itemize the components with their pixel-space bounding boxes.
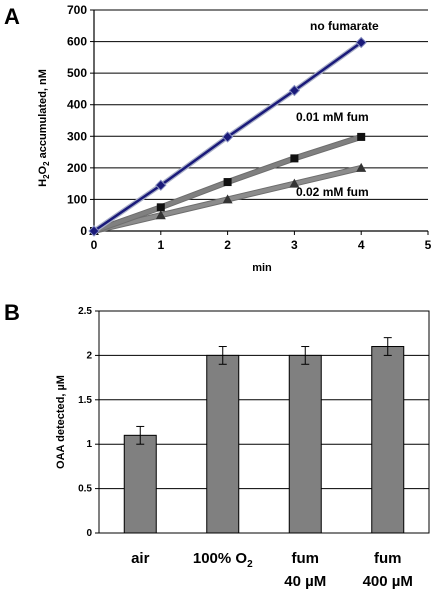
category-label: 100% O2	[193, 550, 253, 570]
data-point-diamond	[288, 84, 301, 97]
panel-b-category-labels: air 100% O2 fum 40 µM fum 400 µM	[131, 550, 413, 590]
series-label-0-02-mm-fum: 0.02 mM fum	[296, 185, 369, 199]
data-point-square	[223, 178, 232, 187]
series-label-no-fumarate: no fumarate	[310, 19, 379, 33]
x-tick-label: 1	[157, 238, 164, 252]
x-tick-label: 0	[91, 238, 98, 252]
category-label: air	[131, 550, 150, 567]
data-point-diamond	[221, 131, 234, 143]
data-point-square	[290, 154, 299, 163]
panel-a-letter: A	[4, 4, 20, 29]
bar	[206, 354, 240, 534]
data-point-triangle	[356, 162, 367, 172]
y-tick-label: 1	[86, 439, 92, 450]
y-tick-label: 100	[67, 192, 87, 206]
panel-a-line-chart: A 0 100 200 300 400 500 600 700 0 1 2 3 4 5 min H2O2…	[4, 3, 432, 274]
x-tick-label: 4	[358, 238, 365, 252]
data-point-triangle	[155, 210, 166, 220]
data-point-diamond	[355, 36, 367, 49]
data-point-square	[357, 132, 366, 141]
panel-b-y-ticks: 0 0.5 1 1.5 2 2.5	[78, 306, 99, 539]
panel-b-letter: B	[4, 300, 20, 325]
category-label: fum	[374, 550, 402, 567]
panel-b-bars	[123, 337, 405, 534]
panel-b-y-axis-title: OAA detected, µM	[55, 375, 67, 469]
x-tick-label: 2	[224, 238, 231, 252]
data-point-triangle	[222, 194, 233, 204]
data-point-triangle	[289, 178, 300, 188]
y-tick-label: 1.5	[78, 395, 92, 406]
data-point-diamond	[155, 179, 167, 191]
y-tick-label: 0	[86, 528, 92, 539]
category-label: fum	[292, 550, 320, 567]
data-point-diamond	[88, 225, 100, 237]
y-tick-label: 2	[86, 350, 92, 361]
panel-a-y-ticks: 0 100 200 300 400 500 600 700	[67, 3, 94, 238]
bar	[123, 434, 157, 534]
bar	[288, 354, 322, 534]
y-tick-label: 0	[80, 224, 87, 238]
y-tick-label: 2.5	[78, 306, 92, 317]
panel-b-plot-frame	[98, 310, 430, 534]
y-tick-label: 0.5	[78, 484, 92, 495]
series-label-0-01-mm-fum: 0.01 mM fum	[296, 110, 369, 124]
panel-b-bar-chart: B 0 0.5 1 1.5 2 2.5 air 100% O2 fum 40 µM fum 400 …	[4, 300, 430, 590]
x-tick-label: 5	[425, 238, 432, 252]
panel-a-gridlines	[94, 9, 428, 200]
category-label-line2: 400 µM	[363, 573, 413, 590]
y-tick-label: 600	[67, 35, 87, 49]
panel-a-x-ticks: 0 1 2 3 4 5	[91, 231, 432, 252]
panel-a-y-axis-title: H2O2 accumulated, nM	[37, 69, 51, 187]
data-point-square	[156, 203, 165, 212]
x-tick-label: 3	[291, 238, 298, 252]
panel-a-x-axis-title: min	[252, 262, 272, 274]
y-tick-label: 300	[67, 129, 87, 143]
panel-a-series	[88, 36, 367, 237]
bar	[371, 346, 405, 534]
y-tick-label: 400	[67, 98, 87, 112]
y-tick-label: 700	[67, 3, 87, 17]
y-tick-label: 500	[67, 66, 87, 80]
y-tick-label: 200	[67, 161, 87, 175]
category-label-line2: 40 µM	[284, 573, 326, 590]
